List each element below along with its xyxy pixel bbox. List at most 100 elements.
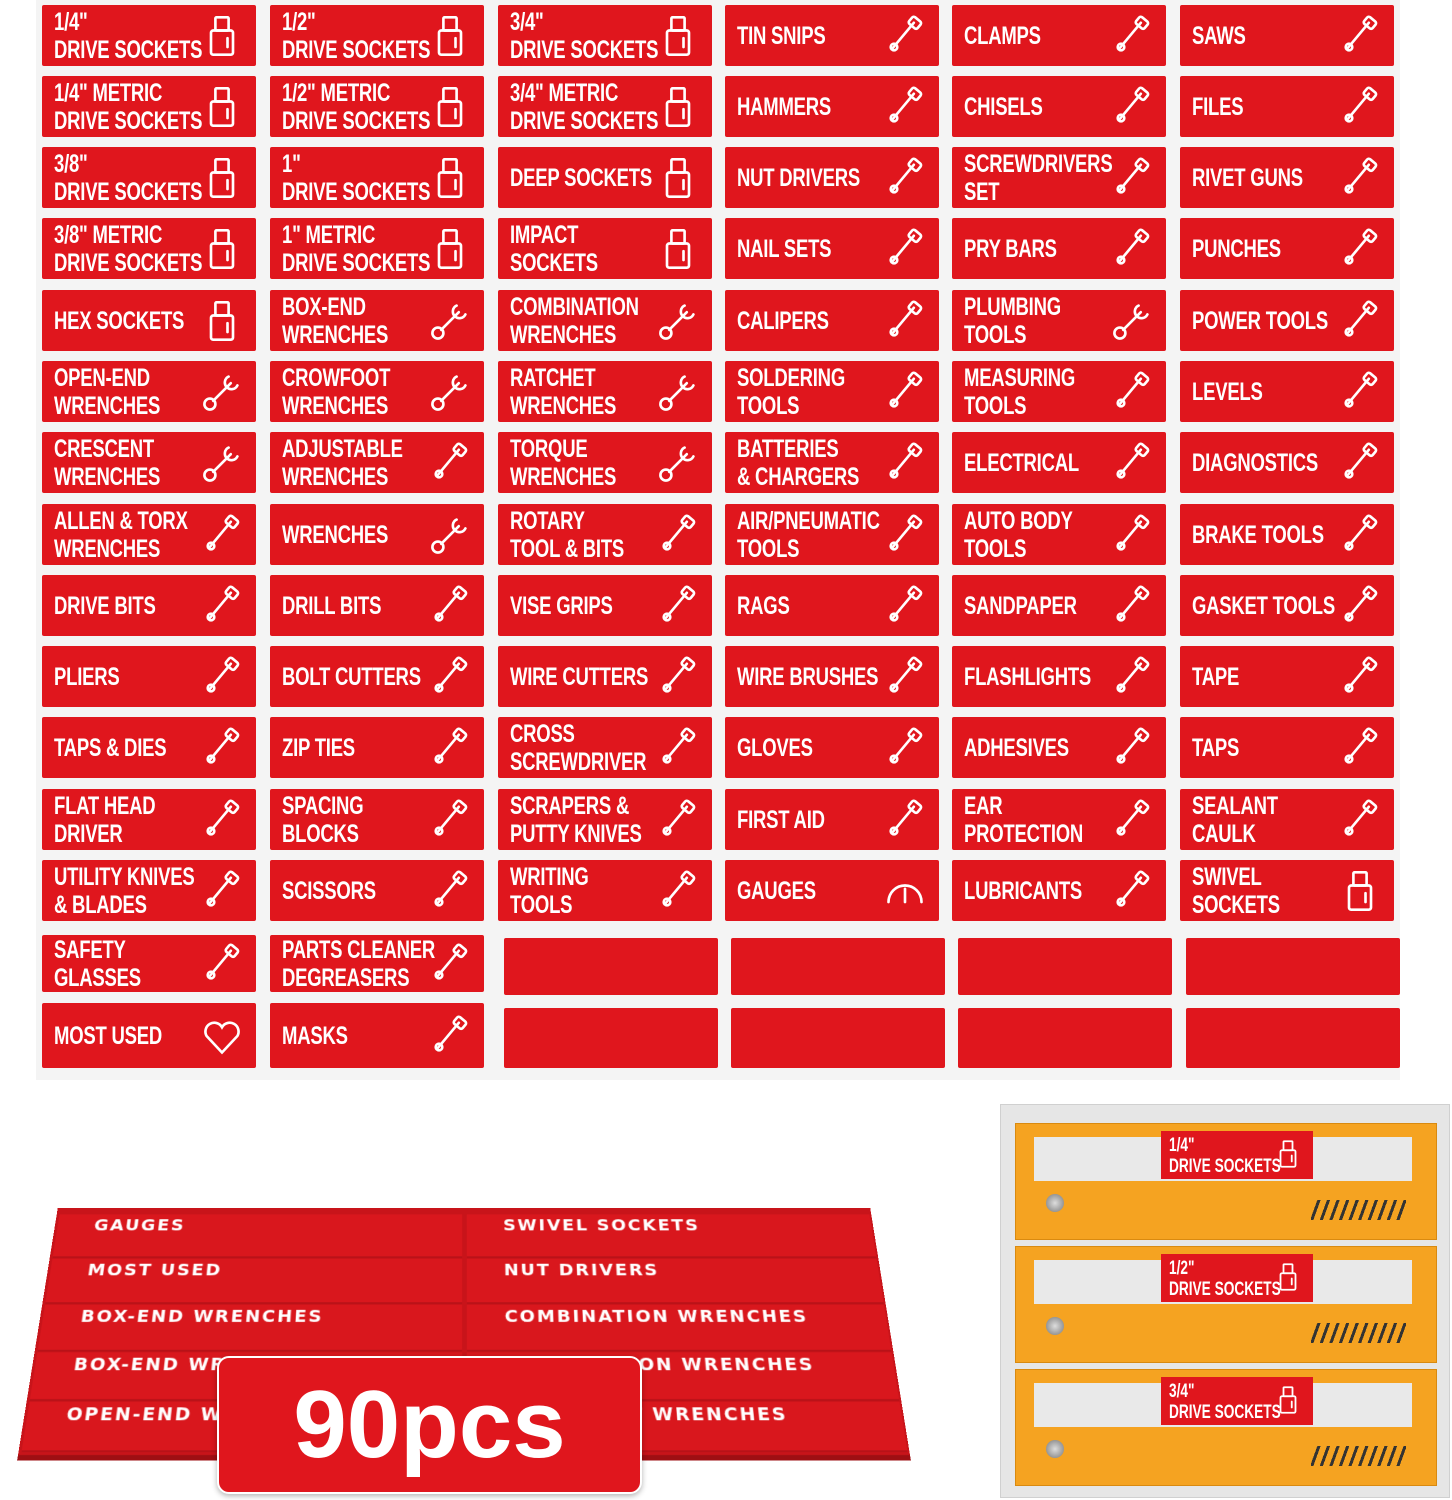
socket-icon [209,15,235,56]
battery-icon [889,441,923,479]
label-text-line: DRILL BITS [282,591,382,620]
label-hammers: HAMMERS [725,76,939,137]
label-text-line: TOOLS [737,534,800,563]
label-text-line: BATTERIES [737,434,839,463]
label-text-line: DRIVE SOCKETS [510,35,659,64]
label-bolt-cutters: BOLT CUTTERS [270,646,484,707]
label-text-line: NAIL SETS [737,234,832,263]
mask-icon [434,1014,468,1052]
label-text: SAWS [1192,22,1246,50]
label-text: ROTARY TOOL & BITS [510,507,624,563]
label-text-line: TAPE [1192,662,1240,691]
label-text-line: WRENCHES [510,462,617,491]
label-text-line: WRENCHES [282,320,389,349]
label-drive-bits: DRIVE BITS [42,575,256,636]
label-text: GAUGES [737,877,816,905]
lock-icon [1046,1317,1064,1335]
headphones-icon [1116,798,1150,836]
label-text: SWIVEL SOCKETS [1192,863,1280,919]
sandpaper-icon [1116,584,1150,622]
label-text: CROWFOOT WRENCHES [282,364,390,420]
label-text-line: & BLADES [54,890,147,919]
label-text: FLASHLIGHTS [964,663,1091,691]
label-gauges: GAUGES [725,860,939,921]
air-gun-icon [889,513,923,551]
label-text-line: ALLEN & TORX [54,506,188,535]
label-sandpaper: SANDPAPER [952,575,1166,636]
label-taps-dies: TAPS & DIES [42,717,256,778]
label-text-line: 3/4" METRIC [510,78,619,107]
label-text: UTILITY KNIVES & BLADES [54,863,195,919]
scraper-icon [662,798,696,836]
label-text: MEASURING TOOLS [964,364,1075,420]
label-swivel-sockets: SWIVEL SOCKETS [1180,860,1394,921]
tape-icon [1344,655,1378,693]
label-hex-sockets: HEX SOCKETS [42,290,256,351]
socket-icon [1279,1263,1297,1291]
label-text-line: TOOLS [964,320,1027,349]
label-text-line: TOOLS [737,391,800,420]
socket-icon [437,228,463,269]
label-text-line: DEGREASERS [282,963,410,992]
label-text-line: DRIVE SOCKETS [282,248,431,277]
label-cross-screwdriver: CROSS SCREWDRIVER [498,717,712,778]
snips-icon [889,14,923,52]
label-text: AUTO BODY TOOLS [964,507,1073,563]
label-text: TORQUE WRENCHES [510,435,616,491]
blank-label [958,938,1172,995]
label-text: 3/4" METRIC DRIVE SOCKETS [510,79,658,135]
label-text-line: HAMMERS [737,92,832,121]
label-text-line: POWER TOOLS [1192,306,1328,335]
label-text-line: 1/4" METRIC [54,78,163,107]
label-wire-brushes: WIRE BRUSHES [725,646,939,707]
label-files: FILES [1180,76,1394,137]
label-text-line: GASKET TOOLS [1192,591,1335,620]
label-text: SCRAPERS & PUTTY KNIVES [510,792,642,848]
label-text-line: SET [964,177,1000,206]
swivel-socket-icon [1347,870,1373,911]
label-text-line: FLAT HEAD [54,791,156,820]
label-text-line: PROTECTION [964,819,1084,848]
label-most-used: MOST USED [42,1003,256,1068]
label-text-line: HEX SOCKETS [54,306,185,335]
label-text: SANDPAPER [964,592,1077,620]
label-calipers: CALIPERS [725,290,939,351]
drawer-cabinet-photo: 1/4" DRIVE SOCKETS 1/2" DRIVE SOCKETS 3/4" DR… [1000,1104,1450,1498]
label-text: FLAT HEAD DRIVER [54,791,156,848]
label-text-line: NUT DRIVERS [737,163,860,192]
label-text: BATTERIES & CHARGERS [737,435,859,491]
drawer-label-text: 1/4" DRIVE SOCKETS [1169,1135,1281,1177]
hammer-icon [889,85,923,123]
rivet-gun-icon [1344,156,1378,194]
label-text-line: CAULK [1192,819,1256,848]
hex-socket-icon [209,300,235,341]
label-text: WRENCHES [282,521,388,549]
label-text: ALLEN & TORX WRENCHES [54,507,188,563]
scissors-icon [434,869,468,907]
label-text-line: PUNCHES [1192,234,1281,263]
label-text-line: PUTTY KNIVES [510,819,642,848]
screwdriver-icon [662,726,696,764]
label-text-line: WRENCHES [282,391,389,420]
label-text-line: WIRE BRUSHES [737,662,879,691]
label-text-line: 1/2" METRIC [282,78,391,107]
adjustable-wrench-icon [203,445,239,482]
car-door-icon [1116,513,1150,551]
label-3-4-metric-drive-sockets: 3/4" METRIC DRIVE SOCKETS [498,76,712,137]
label-text: LUBRICANTS [964,877,1082,905]
label-open-end-wrenches: OPEN-END WRENCHES [42,361,256,422]
label-tape: TAPE [1180,646,1394,707]
label-text-line: PRY BARS [964,234,1057,263]
label-safety-glasses: SAFETY GLASSES [42,935,256,992]
label-text: HEX SOCKETS [54,307,184,335]
label-text-line: SAFETY [54,935,126,964]
label-pry-bars: PRY BARS [952,218,1166,279]
socket-icon [1279,1386,1297,1414]
label-1-4-drive-sockets: 1/4" DRIVE SOCKETS [42,5,256,66]
chisel-icon [1116,85,1150,123]
label-text-line: EAR [964,791,1003,820]
label-text-line: SOCKETS [1192,890,1280,919]
label-text-line: SCREWDRIVER [510,747,647,776]
level-icon [1344,370,1378,408]
vent-slots [1311,1446,1406,1466]
